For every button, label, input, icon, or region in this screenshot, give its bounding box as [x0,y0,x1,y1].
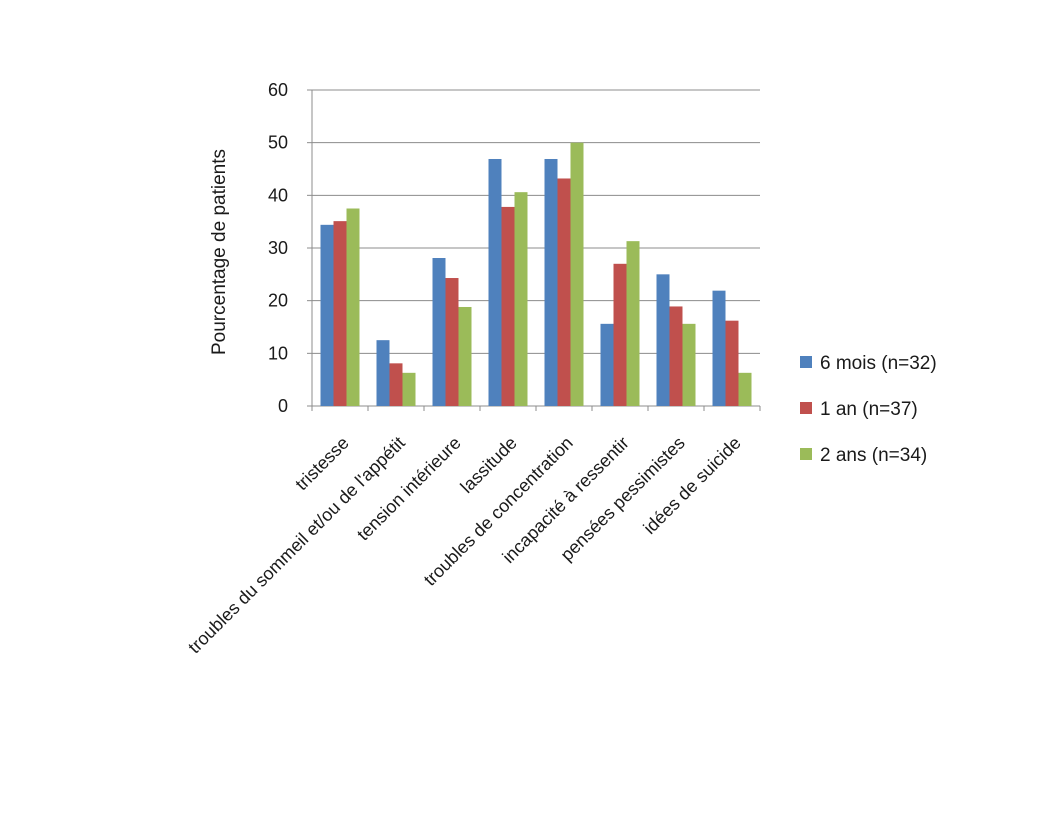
y-tick-label: 20 [268,291,288,311]
legend-swatch [800,402,812,414]
bar [656,274,670,406]
legend-label: 2 ans (n=34) [820,445,927,466]
x-tick-label: tension intérieure [353,433,465,545]
legend-swatch [800,448,812,460]
bar [712,290,726,406]
bar [376,340,390,406]
y-tick-label: 10 [268,343,288,363]
bar [333,221,347,406]
bar [402,372,416,406]
y-tick-label: 30 [268,238,288,258]
y-tick-label: 40 [268,185,288,205]
gridlines [312,89,760,354]
bar [669,306,683,406]
y-tick-label: 50 [268,133,288,153]
bar [514,192,528,406]
bar [544,158,558,406]
bar [346,208,360,406]
bar [738,372,752,406]
bar [626,241,640,406]
bar [725,320,739,406]
y-tick-label: 60 [268,80,288,100]
bar [488,158,502,406]
x-tick-label: idées de suicide [639,433,744,538]
bar [557,178,571,406]
bar [458,306,472,406]
x-tick-label: troubles du sommeil et/ou de l'appétit [184,433,409,658]
legend-label: 6 mois (n=32) [820,353,937,374]
legend-label: 1 an (n=37) [820,399,918,420]
y-tick-labels: 0 10 20 30 40 50 60 [268,80,288,416]
bar [389,363,403,406]
bar [320,224,334,406]
bar [501,206,515,406]
bar [570,142,584,406]
y-axis-label: Pourcentage de patients [209,149,230,355]
bar [682,323,696,406]
legend-swatch [800,356,812,368]
bar [445,278,459,406]
bars [320,142,752,406]
y-tick-label: 0 [278,396,288,416]
legend: 6 mois (n=32) 1 an (n=37) 2 ans (n=34) [800,353,937,466]
bar [432,258,446,406]
bar [600,323,614,406]
bar [613,263,627,406]
